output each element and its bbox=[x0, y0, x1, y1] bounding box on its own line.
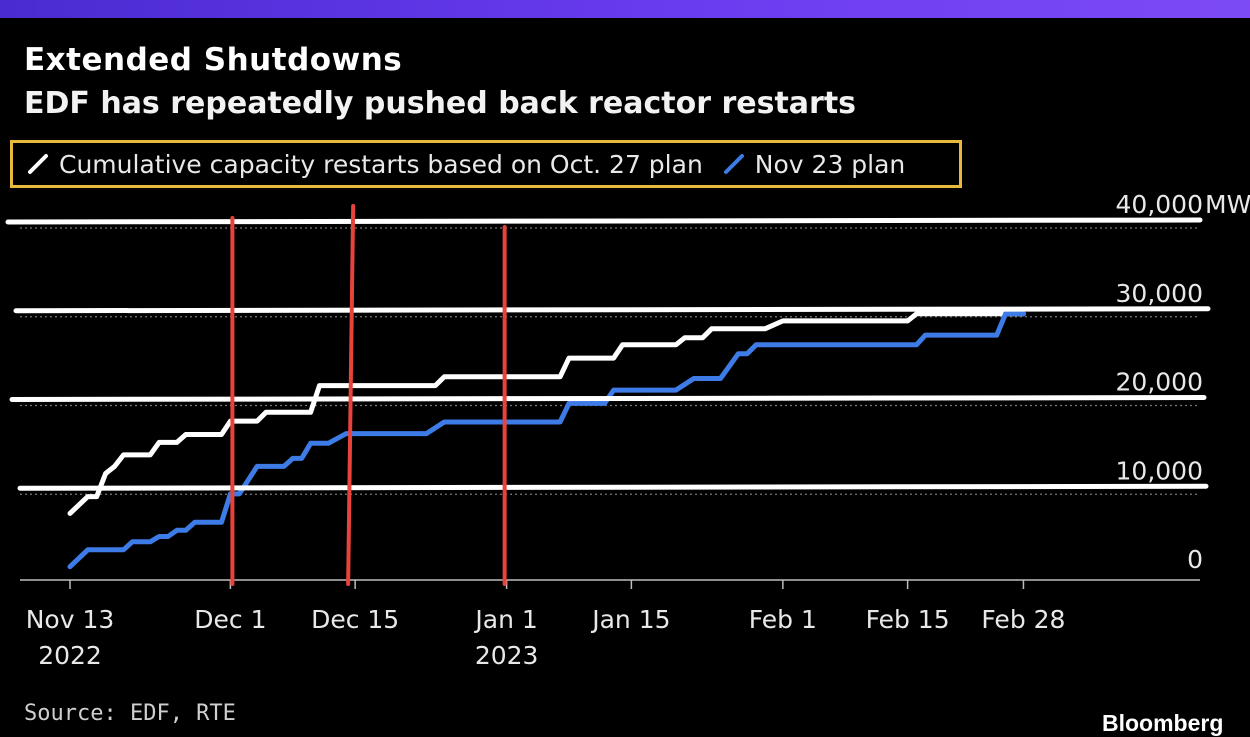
x-tick-label: Nov 13 bbox=[26, 605, 115, 634]
x-tick-label: Dec 15 bbox=[311, 605, 399, 634]
series-line-nov-plan bbox=[67, 311, 1026, 570]
legend-line-white-icon bbox=[28, 154, 48, 174]
y-tick-label: 30,000 bbox=[1116, 279, 1203, 308]
x-tick-label: Feb 15 bbox=[866, 605, 950, 634]
x-tick-year: 2023 bbox=[475, 641, 539, 670]
legend-item-oct-plan: Cumulative capacity restarts based on Oc… bbox=[27, 150, 703, 179]
bloomberg-logo: Bloomberg bbox=[1102, 710, 1224, 736]
x-tick-label: Dec 1 bbox=[194, 605, 266, 634]
horizontal-marker bbox=[5, 217, 1203, 225]
y-tick-label: 40,000 bbox=[1116, 190, 1203, 219]
legend-item-nov-plan: Nov 23 plan bbox=[723, 150, 905, 179]
x-tick-year: 2022 bbox=[38, 641, 102, 670]
x-tick-label: Feb 1 bbox=[749, 605, 817, 634]
y-unit-label: MW bbox=[1205, 190, 1250, 219]
horizontal-marker bbox=[13, 306, 1211, 314]
legend-label-oct-plan: Cumulative capacity restarts based on Oc… bbox=[59, 149, 703, 179]
y-tick-label: 10,000 bbox=[1116, 456, 1203, 485]
legend: Cumulative capacity restarts based on Oc… bbox=[10, 140, 962, 188]
x-tick-label: Jan 15 bbox=[590, 605, 670, 634]
top-color-band bbox=[0, 0, 1250, 18]
horizontal-marker bbox=[17, 483, 1209, 491]
series-line-oct-plan bbox=[67, 311, 1026, 516]
x-tick-label: Jan 1 bbox=[473, 605, 537, 634]
y-tick-label: 0 bbox=[1187, 545, 1203, 574]
chart-title: Extended Shutdowns bbox=[24, 42, 403, 78]
horizontal-marker bbox=[9, 395, 1207, 402]
source-note: Source: EDF, RTE bbox=[24, 701, 236, 726]
y-tick-label: 20,000 bbox=[1116, 368, 1203, 397]
legend-label-nov-plan: Nov 23 plan bbox=[754, 149, 906, 179]
x-tick-label: Feb 28 bbox=[981, 605, 1065, 634]
chart-subtitle: EDF has repeatedly pushed back reactor r… bbox=[24, 86, 857, 121]
legend-line-blue-icon bbox=[723, 154, 744, 174]
red-vertical-marker bbox=[346, 204, 356, 586]
